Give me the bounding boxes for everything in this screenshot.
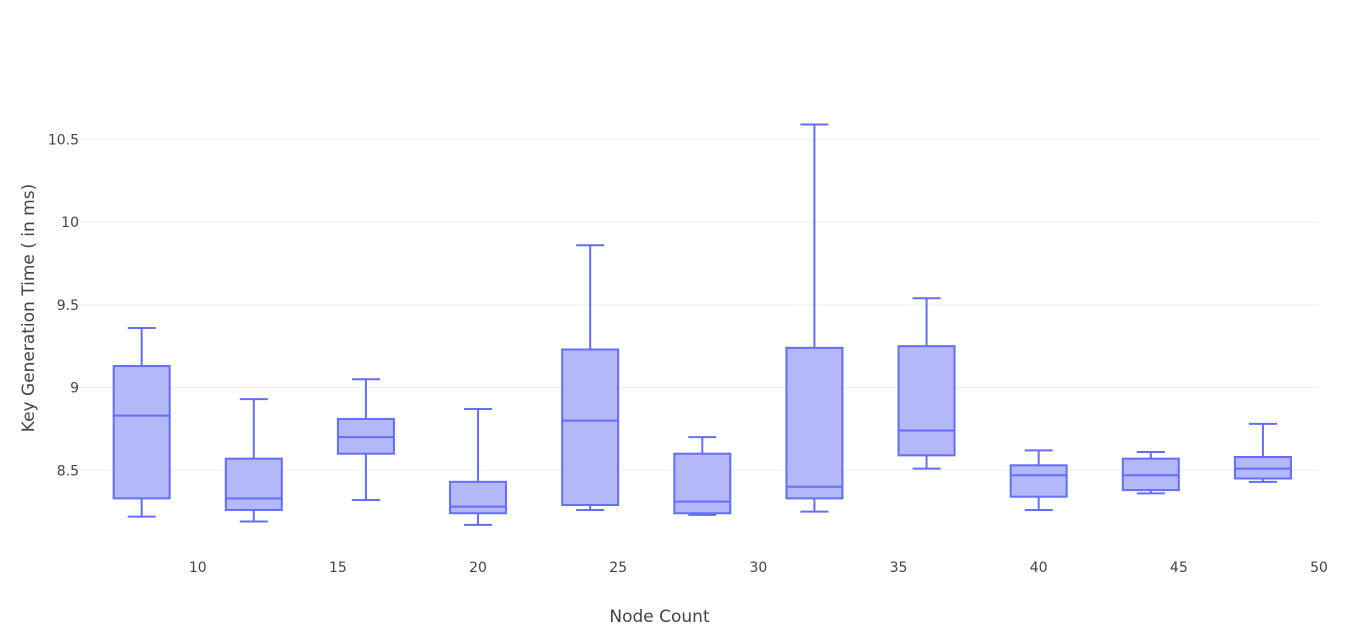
iqr-box: [1009, 464, 1068, 498]
x-tick-label: 25: [609, 560, 627, 576]
y-axis-title: Key Generation Time ( in ms): [19, 184, 39, 432]
box: [561, 244, 620, 511]
iqr-box: [224, 457, 283, 511]
box: [785, 123, 844, 513]
iqr-box: [673, 452, 732, 515]
box: [1233, 422, 1292, 483]
box: [224, 398, 283, 523]
x-tick-label: 30: [749, 560, 767, 576]
iqr-box: [785, 346, 844, 500]
y-tick-label: 9: [70, 381, 79, 397]
y-tick-label: 9.5: [57, 298, 79, 314]
box: [897, 297, 956, 470]
iqr-box: [897, 345, 956, 457]
iqr-box: [449, 480, 508, 515]
x-tick-label: 35: [890, 560, 908, 576]
x-tick-label: 50: [1310, 560, 1328, 576]
x-tick-label: 10: [189, 560, 207, 576]
box: [112, 326, 171, 518]
box: [336, 378, 395, 502]
x-tick-label: 15: [329, 560, 347, 576]
x-tick-label: 40: [1030, 560, 1048, 576]
iqr-box: [112, 365, 171, 500]
x-axis-ticks: 10 15 20 25 30 35 40 45 50: [189, 560, 1328, 576]
y-axis-ticks: 8.5 9 9.5 10 10.5: [48, 132, 79, 479]
x-tick-label: 20: [469, 560, 487, 576]
iqr-box: [561, 348, 620, 506]
y-tick-label: 10.5: [48, 132, 79, 148]
x-tick-label: 45: [1170, 560, 1188, 576]
box-series: [112, 123, 1292, 526]
box: [1121, 451, 1180, 495]
box: [673, 436, 732, 516]
box: [449, 408, 508, 526]
grid-lines: [80, 138, 1319, 471]
x-axis-title: Node Count: [609, 607, 710, 627]
y-tick-label: 8.5: [57, 463, 79, 479]
box: [1009, 449, 1068, 511]
y-tick-label: 10: [61, 215, 79, 231]
